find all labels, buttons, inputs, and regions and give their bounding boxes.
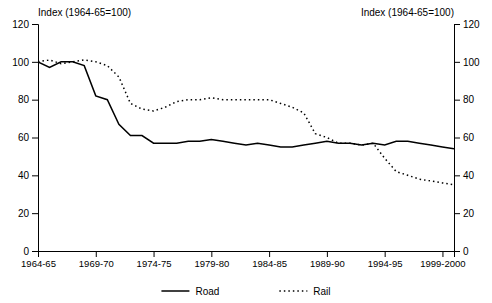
y2-axis: 0 20 40 60 80 100 120 <box>454 19 480 257</box>
y-axis-label: Index (1964-65=100) <box>38 7 131 18</box>
tick-mark <box>454 24 460 25</box>
tick-mark <box>269 251 270 257</box>
tick-mark <box>327 251 328 257</box>
tick-label: 1974-75 <box>137 258 172 269</box>
chart: 1964-65 1969-70 1974-75 1979-80 1984-85 1989-… <box>0 0 492 303</box>
legend-swatch <box>161 290 189 292</box>
tick: 1979-80 <box>194 251 229 269</box>
tick-mark <box>454 213 460 214</box>
tick-label: 1999-2000 <box>420 258 465 269</box>
tick-label: 80 <box>18 94 30 105</box>
tick-label: 100 <box>12 57 29 68</box>
tick-label: 1979-80 <box>194 258 229 269</box>
legend-item: Road <box>161 286 219 297</box>
tick-label: 20 <box>463 208 475 219</box>
tick-label: 0 <box>23 246 29 257</box>
y-axis: 0 20 40 60 80 100 120 <box>12 19 38 257</box>
tick-label: 0 <box>463 246 469 257</box>
tick: 120 <box>12 19 38 30</box>
lines <box>38 60 454 185</box>
tick-mark <box>454 251 460 252</box>
tick-label: 40 <box>463 170 475 181</box>
tick-label: 40 <box>18 170 30 181</box>
tick-label: 100 <box>463 57 480 68</box>
tick: 0 <box>23 246 38 257</box>
x-axis: 1964-65 1969-70 1974-75 1979-80 1984-85 1989-… <box>21 251 466 269</box>
tick: 0 <box>454 246 469 257</box>
tick-mark <box>454 100 460 101</box>
tick-mark <box>96 251 97 257</box>
tick-mark <box>154 251 155 257</box>
tick: 60 <box>454 132 475 143</box>
tick: 1984-85 <box>252 251 287 269</box>
tick: 40 <box>454 170 475 181</box>
series-line <box>38 62 454 149</box>
legend-label: Road <box>195 286 219 297</box>
tick: 1999-2000 <box>420 251 465 269</box>
tick: 80 <box>18 94 38 105</box>
tick-label: 1964-65 <box>21 258 56 269</box>
tick-mark <box>454 62 460 63</box>
tick: 1969-70 <box>79 251 114 269</box>
tick-label: 60 <box>463 132 475 143</box>
tick-label: 1994-95 <box>368 258 403 269</box>
legend: Road Rail <box>161 286 330 297</box>
tick-label: 1984-85 <box>252 258 287 269</box>
tick-label: 60 <box>18 132 30 143</box>
tick-mark <box>32 62 38 63</box>
tick-mark <box>32 138 38 139</box>
tick-mark <box>454 138 460 139</box>
tick-mark <box>32 24 38 25</box>
tick-label: 120 <box>463 19 480 30</box>
tick: 1974-75 <box>137 251 172 269</box>
y2-axis-label: Index (1964-65=100) <box>361 7 454 18</box>
tick-mark <box>32 213 38 214</box>
axis-line <box>32 25 39 252</box>
tick: 60 <box>18 132 38 143</box>
tick-label: 1989-90 <box>310 258 345 269</box>
legend-label: Rail <box>313 286 330 297</box>
tick-mark <box>385 251 386 257</box>
tick: 120 <box>454 19 480 30</box>
tick-mark <box>32 251 38 252</box>
tick-mark <box>442 251 443 257</box>
axis-line <box>39 252 455 258</box>
tick-mark <box>32 175 38 176</box>
plot: 1964-65 1969-70 1974-75 1979-80 1984-85 1989-… <box>12 7 480 269</box>
tick: 100 <box>12 57 38 68</box>
tick-label: 120 <box>12 19 29 30</box>
tick: 1994-95 <box>368 251 403 269</box>
legend-item: Rail <box>279 286 330 297</box>
tick-mark <box>32 100 38 101</box>
legend-swatch <box>279 290 307 292</box>
tick: 100 <box>454 57 480 68</box>
tick-mark <box>211 251 212 257</box>
tick-label: 20 <box>18 208 30 219</box>
tick-label: 80 <box>463 94 475 105</box>
tick-mark <box>454 175 460 176</box>
tick: 80 <box>454 94 475 105</box>
series-line <box>38 60 454 185</box>
tick: 40 <box>18 170 38 181</box>
tick: 1989-90 <box>310 251 345 269</box>
tick: 20 <box>18 208 38 219</box>
tick-label: 1969-70 <box>79 258 114 269</box>
tick: 20 <box>454 208 475 219</box>
axis-line <box>455 25 461 252</box>
